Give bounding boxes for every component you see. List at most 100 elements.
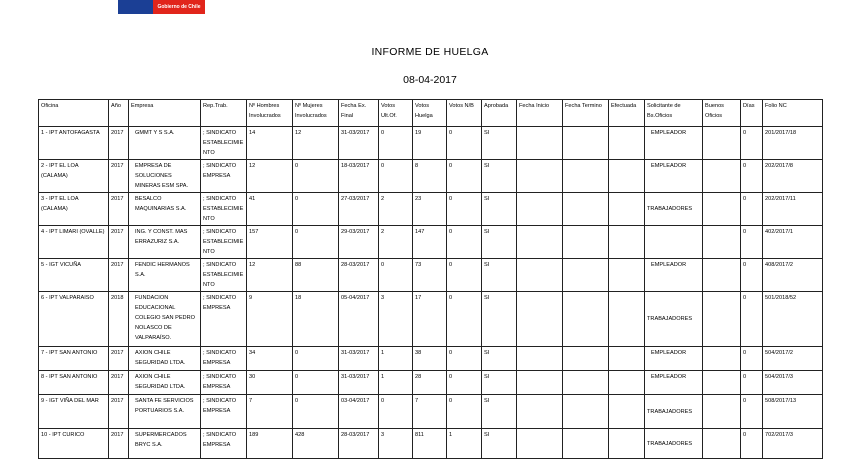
table-cell bbox=[702, 258, 741, 292]
table-cell bbox=[516, 346, 563, 371]
table-cell: 23 bbox=[412, 192, 447, 226]
table-cell: SI bbox=[481, 346, 517, 371]
table-cell: ; SINDICATO EMPRESA bbox=[200, 159, 247, 193]
table-cell: 28-03/2017 bbox=[338, 258, 379, 292]
table-cell: 18 bbox=[292, 291, 339, 347]
table-cell: 0 bbox=[378, 126, 413, 160]
table-cell bbox=[702, 346, 741, 371]
table-cell bbox=[644, 225, 703, 259]
strike-report-table: Oficina Año Empresa Rep.Trab. Nº Hombres Inv… bbox=[38, 99, 823, 459]
table-cell: 0 bbox=[740, 291, 763, 347]
table-cell: SI bbox=[481, 159, 517, 193]
column-header: Empresa bbox=[128, 99, 201, 127]
table-cell bbox=[516, 258, 563, 292]
column-header: Buenos Oficios bbox=[702, 99, 741, 127]
table-cell bbox=[562, 291, 609, 347]
table-cell bbox=[562, 126, 609, 160]
logo-red-block: Gobierno de Chile bbox=[153, 0, 205, 14]
table-cell bbox=[608, 346, 645, 371]
table-cell: 3 - IPT EL LOA (CALAMA) bbox=[38, 192, 109, 226]
table-cell: 31-03/2017 bbox=[338, 126, 379, 160]
table-cell: EMPRESA DE SOLUCIONES MINERAS ESM SPA. bbox=[128, 159, 201, 193]
table-cell: ; SINDICATO ESTABLECIMIENTO bbox=[200, 258, 247, 292]
table-cell: 504/2017/2 bbox=[762, 346, 823, 371]
column-header: Fecha Inicio bbox=[516, 99, 563, 127]
table-cell bbox=[562, 428, 609, 459]
table-cell: 702/2017/3 bbox=[762, 428, 823, 459]
column-header: Votos Huelga bbox=[412, 99, 447, 127]
table-cell bbox=[608, 394, 645, 429]
table-cell: 0 bbox=[446, 291, 482, 347]
table-cell: 12 bbox=[246, 258, 293, 292]
report-date: 08-04-2017 bbox=[403, 74, 457, 86]
table-cell bbox=[516, 291, 563, 347]
table-cell bbox=[562, 159, 609, 193]
table-cell: 31-03/2017 bbox=[338, 346, 379, 371]
table-cell: SI bbox=[481, 370, 517, 395]
table-cell bbox=[562, 225, 609, 259]
table-cell: 0 bbox=[740, 370, 763, 395]
table-cell: 0 bbox=[292, 159, 339, 193]
table-cell: 2017 bbox=[108, 370, 129, 395]
column-header: Fecha Termino bbox=[562, 99, 609, 127]
table-cell: SUPERMERCADOS BRYC S.A. bbox=[128, 428, 201, 459]
table-row: 2 - IPT EL LOA (CALAMA) 2017 EMPRESA DE SO… bbox=[38, 159, 823, 193]
table-cell: 3 bbox=[378, 428, 413, 459]
table-cell: 2017 bbox=[108, 225, 129, 259]
table-cell: AXION CHILE SEGURIDAD LTDA. bbox=[128, 370, 201, 395]
table-cell bbox=[562, 346, 609, 371]
table-cell: AXION CHILE SEGURIDAD LTDA. bbox=[128, 346, 201, 371]
table-cell: 8 bbox=[412, 159, 447, 193]
table-cell: 28 bbox=[412, 370, 447, 395]
table-cell: 9 - IGT VIÑA DEL MAR bbox=[38, 394, 109, 429]
table-cell: ; SINDICATO EMPRESA bbox=[200, 428, 247, 459]
table-cell: 34 bbox=[246, 346, 293, 371]
table-cell: SI bbox=[481, 291, 517, 347]
table-cell: 147 bbox=[412, 225, 447, 259]
table-cell: 0 bbox=[740, 428, 763, 459]
table-cell: 6 - IPT VALPARAISO bbox=[38, 291, 109, 347]
table-cell bbox=[608, 291, 645, 347]
table-cell: 0 bbox=[292, 192, 339, 226]
column-header: Fecha Ex. Final bbox=[338, 99, 379, 127]
table-cell: TRABAJADORES bbox=[644, 192, 703, 226]
table-cell: 12 bbox=[246, 159, 293, 193]
column-header: Año bbox=[108, 99, 129, 127]
table-cell bbox=[702, 370, 741, 395]
column-header: Votos N/B bbox=[446, 99, 482, 127]
table-row: 8 - IPT SAN ANTONIO 2017 AXION CHILE SEGUR… bbox=[38, 370, 823, 395]
table-cell bbox=[516, 159, 563, 193]
table-cell bbox=[516, 126, 563, 160]
table-cell: 189 bbox=[246, 428, 293, 459]
table-cell: ING. Y CONST. MAS ERRAZURIZ S.A. bbox=[128, 225, 201, 259]
column-header: Efectuada bbox=[608, 99, 645, 127]
table-cell: 7 bbox=[246, 394, 293, 429]
table-cell: 5 - IGT VICUÑA bbox=[38, 258, 109, 292]
table-cell: 2017 bbox=[108, 126, 129, 160]
table-cell: 508/2017/13 bbox=[762, 394, 823, 429]
table-cell bbox=[562, 370, 609, 395]
table-cell: 0 bbox=[292, 370, 339, 395]
table-cell: ; SINDICATO EMPRESA bbox=[200, 346, 247, 371]
table-cell: 1 bbox=[378, 370, 413, 395]
table-cell: ; SINDICATO EMPRESA bbox=[200, 370, 247, 395]
table-cell: 0 bbox=[740, 258, 763, 292]
table-cell: 2017 bbox=[108, 192, 129, 226]
table-cell: 2017 bbox=[108, 428, 129, 459]
table-cell: EMPLEADOR bbox=[644, 258, 703, 292]
table-cell: 41 bbox=[246, 192, 293, 226]
table-cell bbox=[702, 126, 741, 160]
table-cell: 0 bbox=[740, 346, 763, 371]
table-row: 6 - IPT VALPARAISO 2018 FUNDACION EDUCACIO… bbox=[38, 291, 823, 347]
column-header: Aprobada bbox=[481, 99, 517, 127]
table-cell: 29-03/2017 bbox=[338, 225, 379, 259]
table-cell bbox=[702, 159, 741, 193]
table-cell: 12 bbox=[292, 126, 339, 160]
table-cell: 2017 bbox=[108, 346, 129, 371]
table-cell: 2018 bbox=[108, 291, 129, 347]
table-cell: 0 bbox=[378, 394, 413, 429]
page-title: INFORME DE HUELGA bbox=[371, 46, 489, 58]
table-row: 1 - IPT ANTOFAGASTA 2017 GMMT Y S S.A.; SI… bbox=[38, 126, 823, 160]
table-cell: 7 - IPT SAN ANTONIO bbox=[38, 346, 109, 371]
table-cell: 88 bbox=[292, 258, 339, 292]
